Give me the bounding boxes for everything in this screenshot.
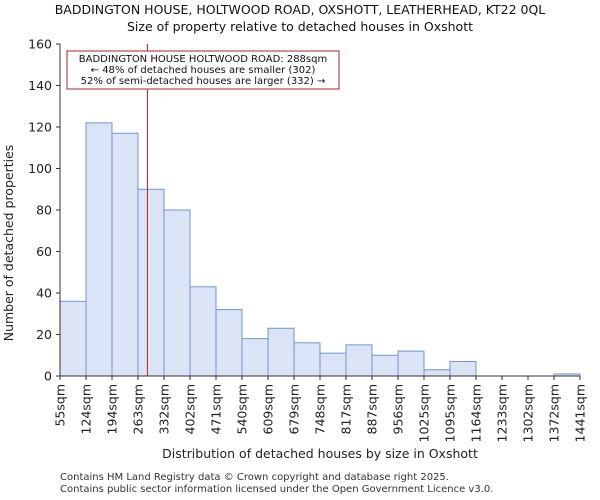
y-axis-ticks: 0 20 40 60 80 100 120 140 160	[28, 37, 60, 384]
y-tick-label: 40	[36, 286, 52, 301]
x-axis-ticks: 55sqm 124sqm 194sqm 263sqm 332sqm 402sqm 471sq…	[53, 376, 588, 442]
x-tick-label: 1233sqm	[495, 384, 510, 442]
bar-332sqm	[163, 209, 191, 377]
x-tick-label: 1441sqm	[573, 384, 588, 442]
y-tick-label: 120	[28, 120, 52, 135]
bar-series	[59, 122, 581, 377]
bar-124sqm	[85, 122, 113, 377]
x-tick-label: 956sqm	[391, 384, 406, 434]
x-tick-label: 332sqm	[157, 384, 172, 434]
x-tick-label: 887sqm	[365, 384, 380, 434]
bar-263sqm	[137, 188, 165, 377]
x-tick-label: 55sqm	[53, 384, 68, 427]
bar-55sqm	[59, 300, 87, 377]
chart-subtitle: Size of property relative to detached ho…	[127, 19, 473, 34]
x-tick-label: 402sqm	[183, 384, 198, 434]
bar-748sqm	[319, 352, 347, 377]
y-axis-label: Number of detached properties	[1, 145, 16, 342]
x-tick-label: 1095sqm	[443, 384, 458, 442]
bar-540sqm	[241, 338, 269, 377]
chart-title: BADDINGTON HOUSE, HOLTWOOD ROAD, OXSHOTT…	[55, 2, 546, 17]
bar-1095sqm	[449, 360, 477, 377]
bar-1025sqm	[423, 369, 451, 377]
y-tick-label: 140	[28, 78, 52, 93]
x-tick-label: 194sqm	[105, 384, 120, 434]
annotation-line-2: ← 48% of detached houses are smaller (30…	[91, 65, 316, 76]
y-tick-label: 160	[28, 37, 52, 52]
bar-817sqm	[345, 344, 373, 377]
x-tick-label: 263sqm	[131, 384, 146, 434]
bar-887sqm	[371, 354, 399, 377]
bar-956sqm	[397, 350, 425, 377]
x-tick-label: 817sqm	[339, 384, 354, 434]
bar-194sqm	[111, 132, 139, 377]
bar-679sqm	[293, 342, 321, 377]
x-tick-label: 124sqm	[79, 384, 94, 434]
x-tick-label: 1302sqm	[521, 384, 536, 442]
bar-402sqm	[189, 286, 217, 377]
annotation-line-1: BADDINGTON HOUSE HOLTWOOD ROAD: 288sqm	[79, 54, 327, 65]
bar-471sqm	[215, 309, 243, 377]
y-tick-label: 60	[36, 244, 52, 259]
x-tick-label: 748sqm	[313, 384, 328, 434]
x-tick-label: 540sqm	[235, 384, 250, 434]
x-tick-label: 1372sqm	[547, 384, 562, 442]
bar-609sqm	[267, 327, 295, 377]
footer-copyright: Contains HM Land Registry data © Crown c…	[60, 472, 449, 483]
y-tick-label: 100	[28, 161, 52, 176]
x-axis-label: Distribution of detached houses by size …	[162, 446, 478, 461]
x-tick-label: 609sqm	[261, 384, 276, 434]
property-marker: BADDINGTON HOUSE HOLTWOOD ROAD: 288sqm← …	[66, 44, 340, 376]
x-tick-label: 679sqm	[287, 384, 302, 434]
x-tick-label: 1164sqm	[469, 384, 484, 442]
annotation-box	[66, 50, 340, 90]
y-tick-label: 80	[36, 203, 52, 218]
annotation-line-3: 52% of semi-detached houses are larger (…	[81, 76, 326, 87]
y-tick-label: 0	[44, 369, 52, 384]
y-tick-label: 20	[36, 327, 52, 342]
x-tick-label: 471sqm	[209, 384, 224, 434]
x-tick-label: 1025sqm	[417, 384, 432, 442]
footer-licence: Contains public sector information licen…	[60, 484, 494, 495]
